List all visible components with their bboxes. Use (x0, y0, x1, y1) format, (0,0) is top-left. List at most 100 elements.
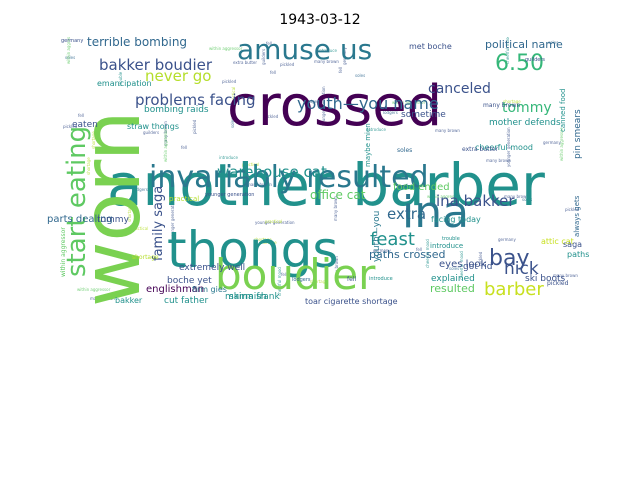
cloud-word: younger generation (205, 192, 254, 198)
cloud-word: saga (563, 240, 582, 249)
word-cloud-canvas: introduce soles germany soles within aggress… (47, 37, 589, 307)
cloud-word: tommy (502, 100, 552, 116)
cloud-word-small: shortage (310, 279, 328, 284)
cloud-word-small: shortage (254, 237, 272, 242)
cloud-word-small: younger generation (170, 199, 175, 239)
cloud-word: extra butter (462, 146, 499, 153)
cloud-word: facing today (431, 215, 481, 224)
cloud-word: paths (567, 250, 589, 259)
cloud-word-small: soles (65, 55, 75, 60)
cloud-word: another barber (107, 151, 545, 219)
cloud-word: crossed (227, 74, 442, 139)
cloud-word: shortage (132, 254, 159, 261)
cloud-word: got rid (463, 262, 493, 272)
cloud-word: youth—you name (297, 94, 439, 113)
cloud-word-small: within aggressor (209, 46, 243, 51)
cloud-word-small: shortage (127, 204, 132, 222)
cloud-word-small: practical (242, 162, 259, 167)
cloud-word: lodgers (292, 277, 311, 283)
cloud-word: extra (387, 205, 426, 223)
cloud-word: food ended (393, 182, 450, 193)
cloud-word: eyes look (439, 259, 487, 270)
cloud-word-small: practical (131, 226, 148, 231)
cloud-word-small: practical (231, 87, 236, 104)
cloud-word: firm gies (192, 285, 227, 294)
cloud-word: within aggressor (60, 227, 67, 277)
cloud-word-small: fell (78, 113, 84, 118)
cloud-word-small: fell (416, 247, 422, 252)
cloud-word: bakker boudier (99, 56, 213, 74)
cloud-word: skirmish (229, 292, 267, 302)
cloud-word-small: fell (181, 145, 187, 150)
cloud-word: barber (484, 279, 544, 300)
cloud-word-small: pickled (565, 207, 580, 212)
cloud-word: boche yet (167, 276, 212, 286)
cloud-word-small: germany (498, 237, 516, 242)
cloud-word: introduce (430, 242, 463, 250)
cloud-word: fell (347, 276, 356, 283)
cloud-word: invariably resulted (149, 160, 429, 195)
chart-title: 1943-03-12 (279, 12, 361, 28)
cloud-word-small: many brown (553, 273, 578, 278)
cloud-word: problems facing (135, 91, 256, 109)
cloud-word: emancipation (97, 79, 152, 88)
cloud-word: feast (370, 229, 415, 250)
cloud-word: warehouse cat (217, 163, 327, 181)
cloud-word: ski boots (525, 274, 566, 284)
cloud-word-small: introduce (318, 48, 337, 53)
cloud-word: ina (402, 187, 469, 238)
cloud-word-small: pickled (280, 62, 295, 67)
cloud-word: amuse us (237, 37, 372, 66)
cloud-word-small: many brown (435, 128, 460, 133)
cloud-word: many brown (483, 102, 521, 109)
cloud-word: met boche (409, 42, 452, 51)
cloud-word-small: pickled (264, 114, 279, 119)
cloud-word: ina bakker (436, 192, 515, 210)
cloud-word-small: germany (373, 248, 391, 253)
cloud-word: never go (145, 67, 211, 85)
cloud-word-small: many brown (334, 256, 339, 281)
cloud-word: family saga (151, 186, 166, 261)
cloud-word-small: germany (543, 140, 561, 145)
cloud-word: extremely well (179, 263, 245, 273)
cloud-word-small: fell (266, 41, 272, 46)
cloud-word: bay (489, 246, 529, 271)
cloud-word-small: introduce (219, 155, 238, 160)
cloud-word-small: many brown (333, 196, 338, 221)
cloud-word-small: many brown (314, 59, 339, 64)
cloud-word: nick (504, 259, 539, 279)
cloud-word-small: many brown (90, 296, 115, 301)
cloud-word-small: introduce (367, 127, 386, 132)
cloud-word: canceled (428, 81, 491, 97)
cloud-word: practical (169, 195, 199, 203)
cloud-word-small: fell (281, 272, 287, 277)
cloud-word: start eating (62, 126, 92, 277)
cloud-word: worn (65, 110, 158, 307)
cloud-word: boudier (215, 250, 376, 299)
cloud-word-small: pickled (222, 79, 237, 84)
cloud-word: soles (397, 147, 412, 154)
cloud-word-small: shortage (91, 131, 96, 149)
cloud-word-small: many brown (486, 158, 511, 163)
cloud-word: tommy (97, 215, 130, 225)
cloud-word: guilders (525, 57, 545, 63)
cloud-word: mother defends (489, 118, 561, 128)
cloud-word-small: practical (265, 219, 282, 224)
cloud-word: always gets (573, 195, 581, 237)
cloud-word: thongs (167, 221, 338, 279)
cloud-word-small: many brown (504, 194, 529, 199)
cloud-word: maybe mien (364, 123, 372, 167)
cloud-word-small: shortage (86, 157, 91, 175)
cloud-word-small: younger generation (321, 86, 326, 126)
cloud-word-small: within aggressor (559, 127, 564, 161)
cloud-word: canned food (559, 89, 567, 132)
cloud-word: eaten (72, 120, 98, 130)
cloud-word-small: cheerful mood (425, 239, 430, 268)
cloud-word: germany (61, 38, 83, 44)
cloud-word-small: lodgers (133, 187, 148, 192)
cloud-word: introduce (369, 276, 393, 282)
cloud-word: pickled (547, 280, 569, 287)
cloud-word-small: pickled (63, 124, 78, 129)
cloud-word-small: many brown (163, 121, 168, 146)
